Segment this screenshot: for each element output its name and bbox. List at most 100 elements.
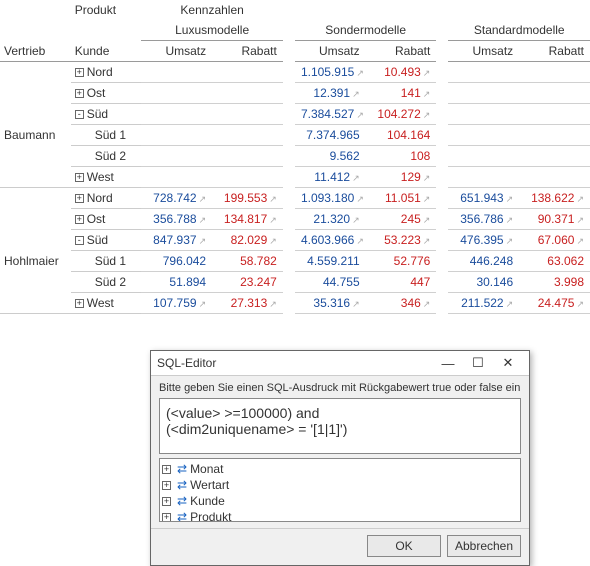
- row-label[interactable]: Süd 1: [95, 128, 126, 142]
- drill-icon[interactable]: ↗: [423, 215, 431, 225]
- cell-value: 134.817↗: [212, 209, 283, 230]
- hdr-kennzahlen: Kennzahlen: [141, 0, 282, 20]
- row-label[interactable]: Süd: [87, 233, 108, 247]
- drill-icon[interactable]: ↗: [356, 236, 364, 246]
- row-label[interactable]: Nord: [87, 65, 113, 79]
- drill-icon[interactable]: ↗: [199, 236, 207, 246]
- cell-value: [448, 167, 519, 188]
- dim-tree-item[interactable]: +⇄Monat: [162, 461, 518, 477]
- cell-value: [519, 125, 590, 146]
- vertrieb-label: Hohlmaier: [0, 251, 71, 272]
- col-rabatt-2[interactable]: Rabatt: [519, 41, 590, 62]
- collapse-icon[interactable]: -: [75, 110, 84, 119]
- drill-icon[interactable]: ↗: [506, 236, 514, 246]
- drill-icon[interactable]: ↗: [356, 194, 364, 204]
- drill-icon[interactable]: ↗: [199, 299, 207, 309]
- expand-icon[interactable]: +: [75, 89, 84, 98]
- col-umsatz-1[interactable]: Umsatz: [295, 41, 366, 62]
- drill-icon[interactable]: ↗: [506, 215, 514, 225]
- col-umsatz-0[interactable]: Umsatz: [141, 41, 212, 62]
- row-label[interactable]: Süd 2: [95, 275, 126, 289]
- cell-value: [448, 104, 519, 125]
- cell-value: 476.395↗: [448, 230, 519, 251]
- drill-icon[interactable]: ↗: [506, 299, 514, 309]
- ok-button[interactable]: OK: [367, 535, 441, 557]
- expand-icon[interactable]: +: [162, 513, 171, 522]
- cell-value: [519, 62, 590, 83]
- drill-icon[interactable]: ↗: [576, 299, 584, 309]
- cell-value: 27.313↗: [212, 293, 283, 314]
- col-rabatt-1[interactable]: Rabatt: [366, 41, 437, 62]
- cell-value: 82.029↗: [212, 230, 283, 251]
- drill-icon[interactable]: ↗: [269, 299, 277, 309]
- drill-icon[interactable]: ↗: [506, 194, 514, 204]
- dim-tree-item[interactable]: +⇄Wertart: [162, 477, 518, 493]
- drill-icon[interactable]: ↗: [269, 236, 277, 246]
- cell-value: 356.788↗: [141, 209, 212, 230]
- dimension-icon: ⇄: [177, 478, 187, 492]
- drill-icon[interactable]: ↗: [423, 110, 431, 120]
- drill-icon[interactable]: ↗: [423, 299, 431, 309]
- cell-value: 7.384.527↗: [295, 104, 366, 125]
- dim-tree-item[interactable]: +⇄Kunde: [162, 493, 518, 509]
- drill-icon[interactable]: ↗: [423, 89, 431, 99]
- close-icon[interactable]: ✕: [493, 355, 523, 371]
- cell-value: 9.562: [295, 146, 366, 167]
- cancel-button[interactable]: Abbrechen: [447, 535, 521, 557]
- drill-icon[interactable]: ↗: [423, 173, 431, 183]
- dimension-icon: ⇄: [177, 462, 187, 476]
- dimension-tree[interactable]: +⇄Monat+⇄Wertart+⇄Kunde+⇄Produkt: [159, 458, 521, 522]
- drill-icon[interactable]: ↗: [356, 110, 364, 120]
- sql-expression-input[interactable]: (<value> >=100000) and (<dim2uniquename>…: [159, 398, 521, 454]
- hdr-produkt: Produkt: [71, 0, 142, 20]
- drill-icon[interactable]: ↗: [199, 194, 207, 204]
- drill-icon[interactable]: ↗: [352, 215, 360, 225]
- collapse-icon[interactable]: -: [75, 236, 84, 245]
- cell-value: [141, 62, 212, 83]
- dim-tree-item[interactable]: +⇄Produkt: [162, 509, 518, 522]
- row-label[interactable]: Nord: [87, 191, 113, 205]
- col-rabatt-0[interactable]: Rabatt: [212, 41, 283, 62]
- drill-icon[interactable]: ↗: [199, 215, 207, 225]
- row-label[interactable]: Süd 1: [95, 254, 126, 268]
- maximize-icon[interactable]: ☐: [463, 355, 493, 371]
- expand-icon[interactable]: +: [75, 194, 84, 203]
- minimize-icon[interactable]: —: [433, 356, 463, 371]
- cell-value: 1.093.180↗: [295, 188, 366, 209]
- cell-value: [141, 83, 212, 104]
- drill-icon[interactable]: ↗: [269, 215, 277, 225]
- drill-icon[interactable]: ↗: [356, 68, 364, 78]
- cell-value: 44.755: [295, 272, 366, 293]
- drill-icon[interactable]: ↗: [352, 89, 360, 99]
- drill-icon[interactable]: ↗: [269, 194, 277, 204]
- group-1[interactable]: Sondermodelle: [295, 20, 436, 41]
- expand-icon[interactable]: +: [75, 173, 84, 182]
- row-label[interactable]: Ost: [87, 212, 106, 226]
- row-label[interactable]: West: [87, 170, 114, 184]
- drill-icon[interactable]: ↗: [352, 173, 360, 183]
- cell-value: 3.998: [519, 272, 590, 293]
- expand-icon[interactable]: +: [162, 481, 171, 490]
- expand-icon[interactable]: +: [162, 497, 171, 506]
- dimension-icon: ⇄: [177, 510, 187, 522]
- expand-icon[interactable]: +: [75, 215, 84, 224]
- col-umsatz-2[interactable]: Umsatz: [448, 41, 519, 62]
- expand-icon[interactable]: +: [75, 299, 84, 308]
- drill-icon[interactable]: ↗: [576, 194, 584, 204]
- cell-value: 728.742↗: [141, 188, 212, 209]
- group-0[interactable]: Luxusmodelle: [141, 20, 282, 41]
- expand-icon[interactable]: +: [75, 68, 84, 77]
- row-label[interactable]: Ost: [87, 86, 106, 100]
- drill-icon[interactable]: ↗: [423, 194, 431, 204]
- row-label[interactable]: Süd 2: [95, 149, 126, 163]
- expand-icon[interactable]: +: [162, 465, 171, 474]
- drill-icon[interactable]: ↗: [576, 236, 584, 246]
- row-label[interactable]: West: [87, 296, 114, 310]
- row-label[interactable]: Süd: [87, 107, 108, 121]
- cell-value: 35.316↗: [295, 293, 366, 314]
- drill-icon[interactable]: ↗: [423, 236, 431, 246]
- drill-icon[interactable]: ↗: [423, 68, 431, 78]
- drill-icon[interactable]: ↗: [352, 299, 360, 309]
- drill-icon[interactable]: ↗: [576, 215, 584, 225]
- group-2[interactable]: Standardmodelle: [448, 20, 590, 41]
